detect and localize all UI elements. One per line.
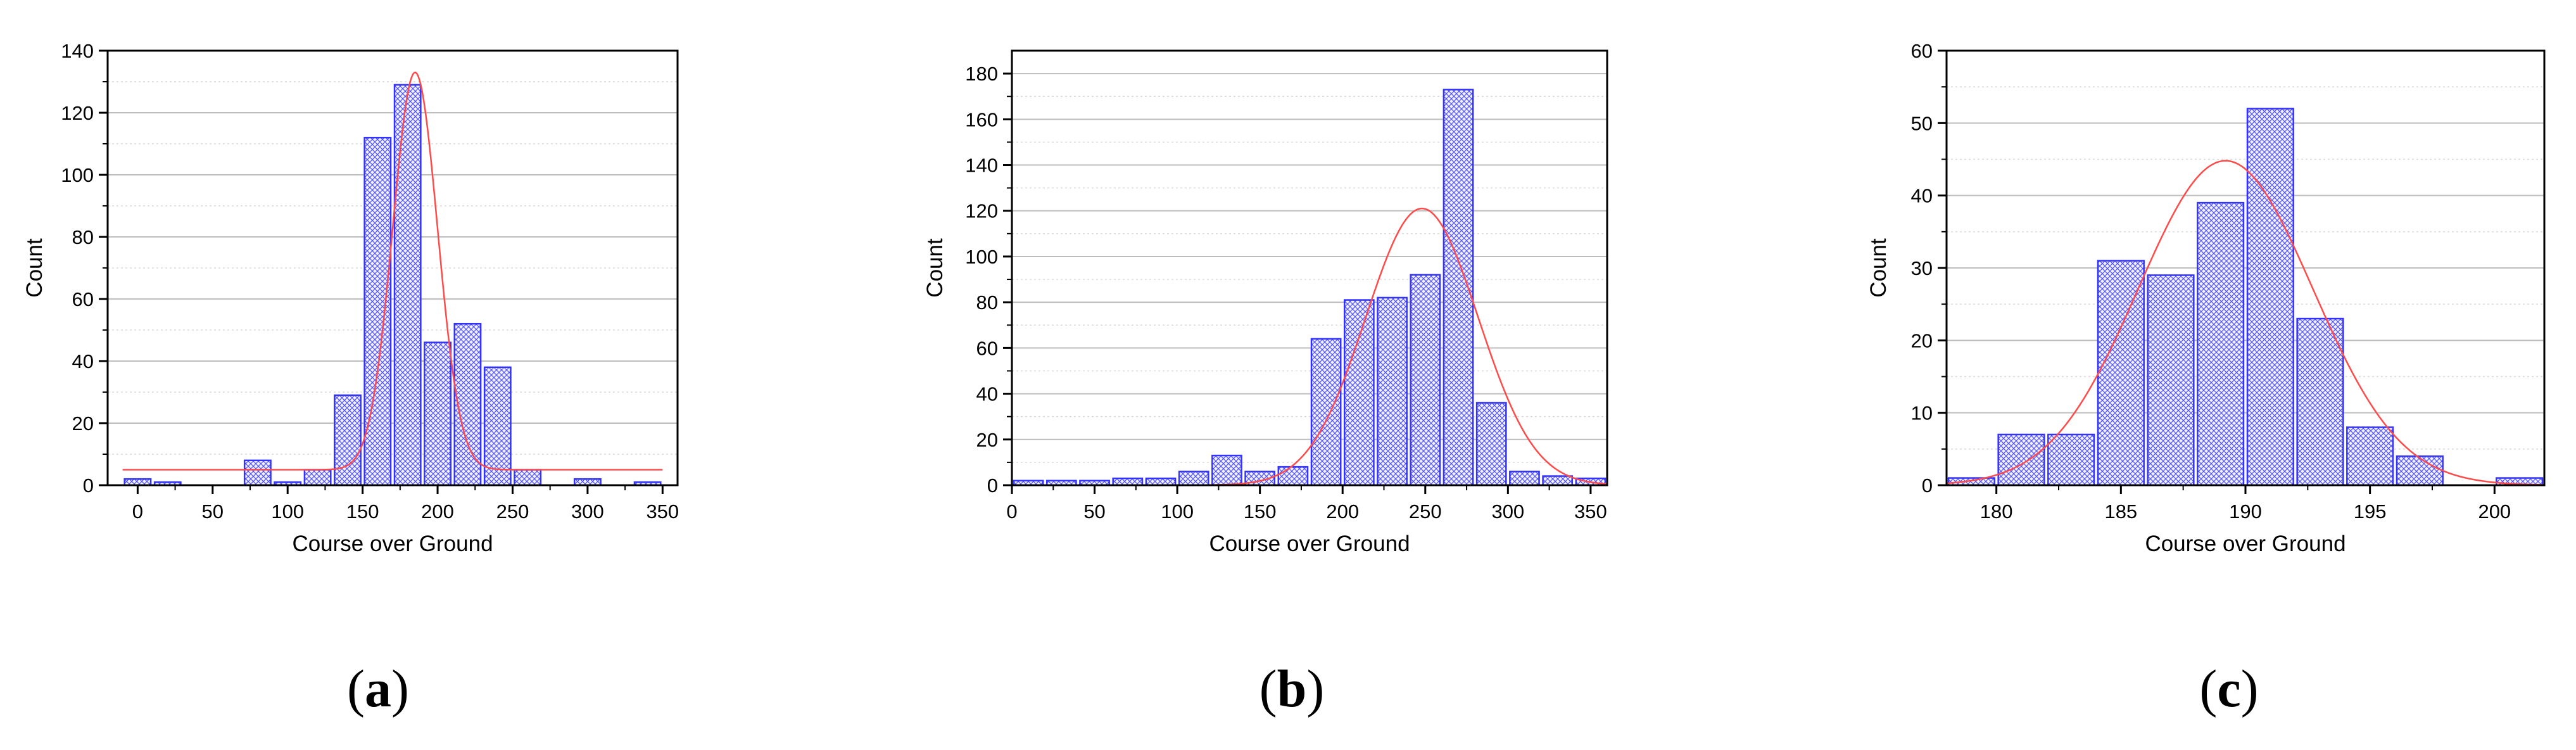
bar — [2246, 108, 2294, 486]
bar — [1211, 454, 1242, 486]
panel-b: 0 20 40 60 80 100 120 140 160 180 0 50 100 150 200 250 3… — [923, 49, 1608, 718]
bar — [1277, 466, 1309, 486]
y-axis-title: Count — [22, 238, 47, 298]
bar — [2047, 433, 2095, 486]
bar — [303, 469, 332, 486]
bar — [424, 341, 451, 486]
x-axis-title: Course over Ground — [2145, 531, 2346, 556]
panel-label: (b) — [1260, 659, 1325, 718]
x-tick-label: 200 — [1326, 500, 1359, 523]
x-tick-label: 0 — [132, 500, 143, 523]
bar — [1112, 477, 1144, 486]
bar — [2396, 455, 2444, 486]
y-axis-title: Count — [923, 238, 947, 298]
bar — [1410, 274, 1441, 486]
x-tick-label: 300 — [571, 500, 604, 523]
bar — [2296, 317, 2344, 486]
y-tick-label: 0 — [83, 474, 94, 497]
y-tick-label: 20 — [976, 429, 998, 451]
fit-curve — [1946, 160, 2545, 486]
y-tick-label: 30 — [1911, 257, 1933, 279]
y-tick-label: 100 — [61, 164, 94, 186]
bar — [243, 459, 272, 486]
bar — [1145, 477, 1177, 486]
x-tick-label: 195 — [2354, 500, 2387, 523]
y-tick-label: 140 — [965, 155, 998, 177]
bar — [1310, 338, 1342, 486]
bar — [393, 84, 422, 486]
x-tick-label: 250 — [496, 500, 529, 523]
x-tick-label: 150 — [1244, 500, 1277, 523]
x-axis-title: Course over Ground — [1209, 531, 1410, 556]
y-tick-label: 40 — [976, 383, 998, 405]
x-tick-label: 200 — [2478, 500, 2511, 523]
panel-a: 0 20 40 60 80 100 120 140 0 50 100 150 200 250 300 350 C… — [22, 40, 679, 718]
fit-curve — [122, 72, 663, 471]
y-tick-label: 160 — [965, 108, 998, 130]
y-tick-label: 140 — [61, 40, 94, 62]
x-tick-label: 250 — [1409, 500, 1442, 523]
x-tick-label: 0 — [1006, 500, 1017, 523]
y-tick-label: 0 — [987, 474, 998, 497]
x-tick-label: 185 — [2104, 500, 2137, 523]
bar — [1947, 477, 1995, 486]
bar — [1343, 299, 1375, 486]
bar — [514, 469, 542, 486]
bar — [1475, 402, 1507, 486]
y-tick-label: 40 — [1911, 185, 1933, 207]
y-tick-label: 0 — [1922, 474, 1933, 497]
x-tick-label: 50 — [1083, 500, 1105, 523]
y-tick-label: 60 — [1911, 40, 1933, 62]
x-tick-label: 190 — [2229, 500, 2262, 523]
bar — [363, 136, 392, 486]
y-tick-label: 50 — [1911, 112, 1933, 134]
bar — [1542, 475, 1574, 486]
panel-label: (a) — [347, 659, 409, 718]
y-tick-label: 20 — [1911, 329, 1933, 352]
x-tick-label: 100 — [271, 500, 304, 523]
plot-frame — [1011, 49, 1608, 486]
panel-label: (c) — [2199, 659, 2258, 718]
panel-c: 0 10 20 30 40 50 60 180 185 190 195 200 Course over … — [1866, 40, 2546, 718]
x-tick-label: 200 — [421, 500, 454, 523]
y-tick-label: 180 — [965, 63, 998, 85]
x-tick-label: 100 — [1161, 500, 1194, 523]
y-tick-label: 40 — [72, 350, 94, 372]
x-axis-title: Course over Ground — [292, 531, 493, 556]
bar — [1178, 471, 1209, 486]
bar — [2147, 274, 2195, 486]
y-tick-label: 120 — [61, 102, 94, 124]
y-tick-label: 100 — [965, 246, 998, 268]
x-tick-label: 180 — [1980, 500, 2013, 523]
bar — [2346, 426, 2394, 486]
x-tick-label: 350 — [1574, 500, 1607, 523]
x-tick-label: 350 — [646, 500, 679, 523]
bar — [2097, 260, 2145, 486]
x-tick-label: 150 — [346, 500, 379, 523]
y-axis-title: Count — [1866, 238, 1891, 298]
bar — [1377, 296, 1408, 486]
fit-curve — [1012, 207, 1608, 486]
bar — [2197, 201, 2245, 486]
y-tick-label: 10 — [1911, 402, 1933, 424]
y-tick-label: 80 — [976, 291, 998, 314]
y-tick-label: 80 — [72, 226, 94, 248]
x-tick-label: 50 — [202, 500, 224, 523]
bar — [1509, 471, 1540, 486]
y-tick-label: 20 — [72, 412, 94, 435]
bar — [334, 394, 362, 486]
y-tick-label: 60 — [976, 337, 998, 359]
bar — [483, 366, 512, 486]
y-tick-label: 120 — [965, 200, 998, 222]
bar — [1997, 433, 2045, 486]
x-tick-label: 300 — [1491, 500, 1524, 523]
y-tick-label: 60 — [72, 288, 94, 310]
